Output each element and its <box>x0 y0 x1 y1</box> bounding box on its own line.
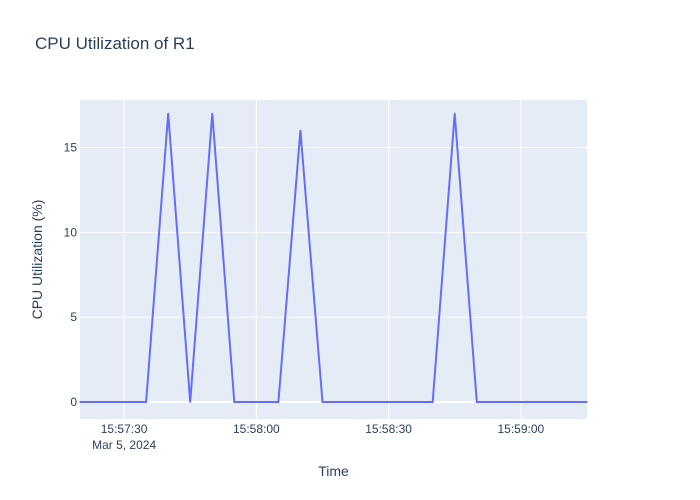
data-point <box>277 401 280 403</box>
data-point <box>167 112 169 115</box>
tick-labels: 15:57:30 15:58:00 15:58:30 15:59:00 0 5 10 15 <box>64 141 545 436</box>
data-point <box>431 401 434 403</box>
y-tick-label: 5 <box>70 310 77 324</box>
data-point <box>475 401 478 403</box>
x-tick-label: 15:57:30 <box>101 422 148 436</box>
data-point <box>211 112 214 115</box>
y-axis-label: CPU Utilization (%) <box>29 200 45 320</box>
data-point <box>145 401 147 403</box>
y-tick-label: 15 <box>64 141 78 155</box>
data-point <box>79 401 81 403</box>
chart-title: CPU Utilization of R1 <box>35 34 195 53</box>
x-tick-label: 15:58:00 <box>233 422 280 436</box>
data-point <box>189 401 192 403</box>
y-tick-label: 10 <box>64 225 78 239</box>
data-point <box>233 401 236 403</box>
y-tick-label: 0 <box>70 395 77 409</box>
x-tick-label: 15:58:30 <box>365 422 412 436</box>
series-layer <box>79 112 588 403</box>
data-point <box>321 401 324 403</box>
x-date-label: Mar 5, 2024 <box>92 438 156 452</box>
x-axis-label: Time <box>318 463 349 479</box>
data-point <box>299 129 302 132</box>
data-point <box>586 401 588 403</box>
data-point <box>453 112 456 115</box>
x-tick-label: 15:59:00 <box>498 422 545 436</box>
